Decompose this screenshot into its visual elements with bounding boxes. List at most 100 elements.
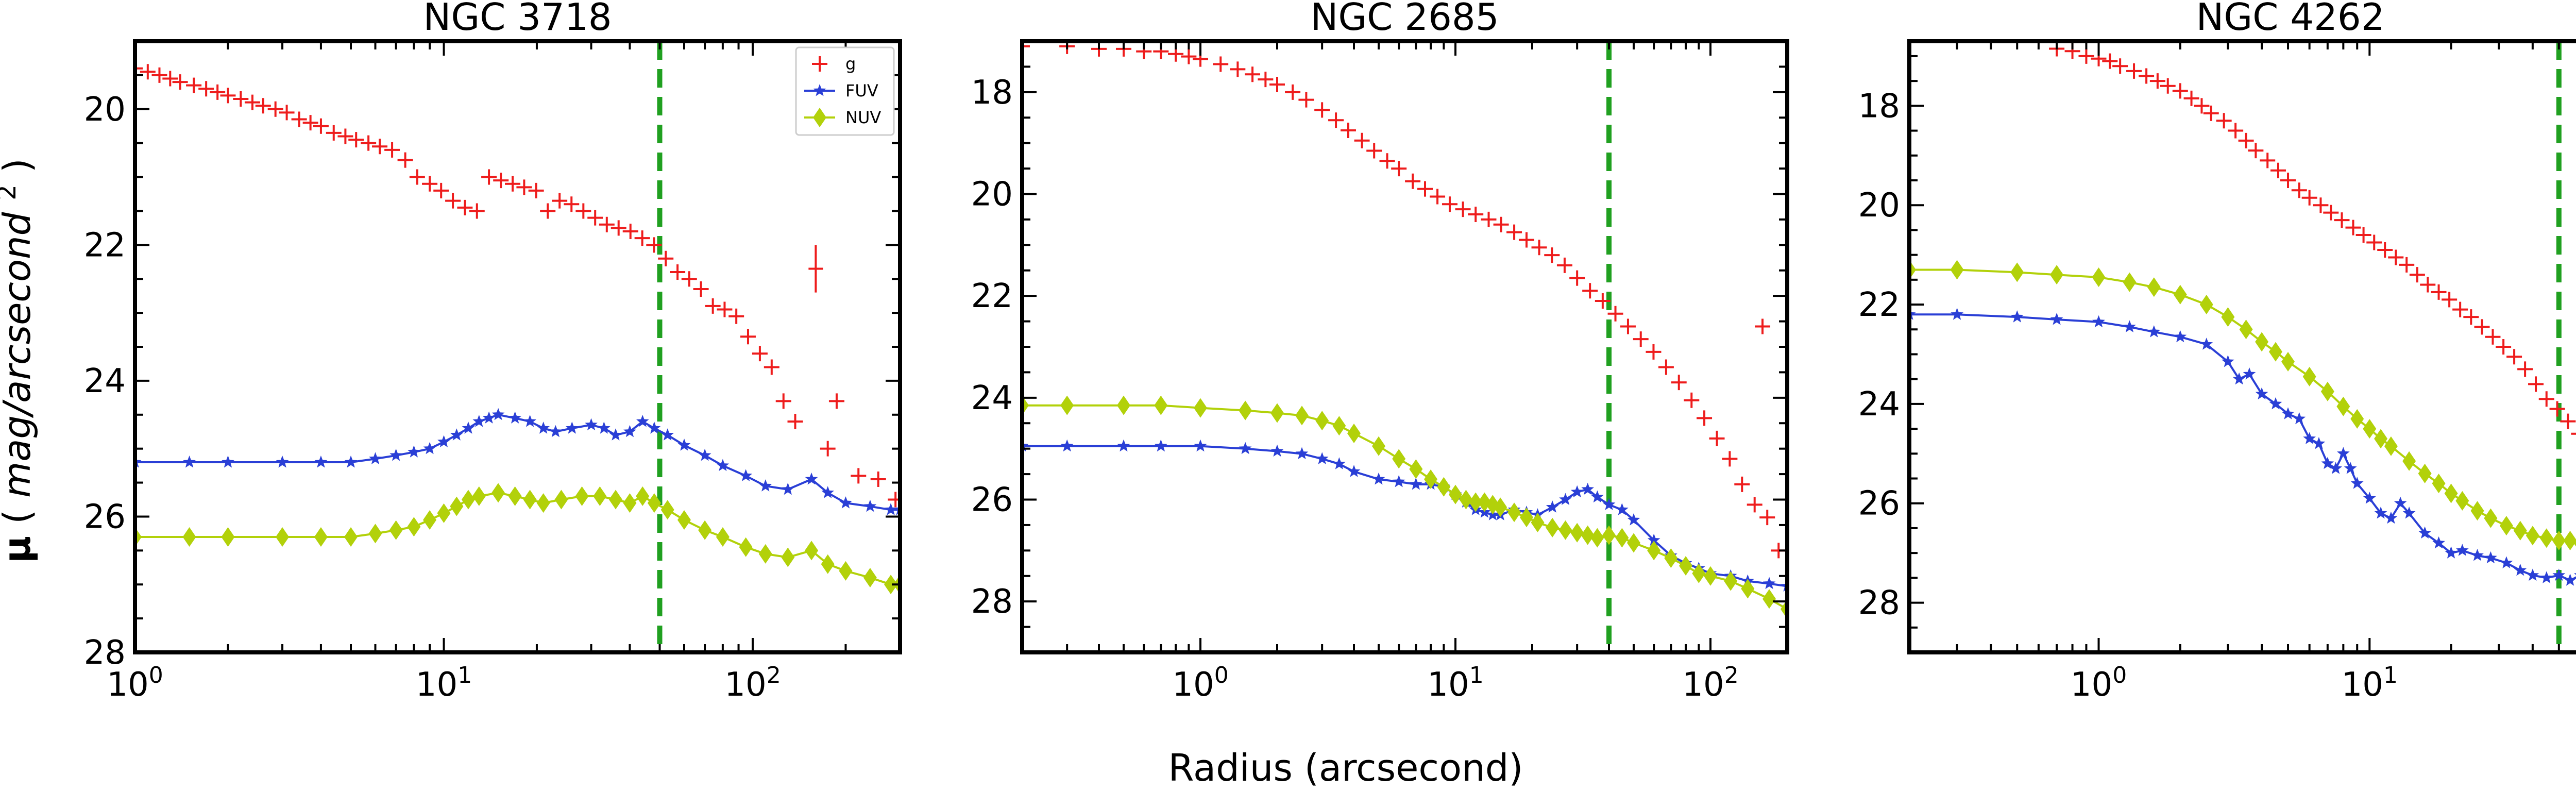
data-point <box>2280 172 2296 188</box>
data-point <box>162 71 178 87</box>
data-point <box>2255 387 2268 400</box>
data-point <box>1558 520 1572 540</box>
data-point <box>1507 502 1521 523</box>
plot-frame <box>1907 39 2576 654</box>
data-point <box>372 139 388 155</box>
data-point <box>634 230 650 246</box>
data-point <box>2540 571 2553 583</box>
data-point <box>764 359 779 375</box>
data-point <box>2194 98 2210 114</box>
data-point <box>870 471 886 487</box>
data-point <box>739 537 753 557</box>
x-tick-label: 101 <box>2342 662 2398 704</box>
y-tick-label: 26 <box>1858 485 1900 523</box>
data-point <box>276 456 289 468</box>
data-point <box>2374 507 2387 519</box>
data-point <box>851 468 867 484</box>
data-point <box>1755 318 1771 334</box>
x-tick-label: 100 <box>107 662 163 704</box>
data-point <box>314 527 328 547</box>
data-point <box>1697 410 1713 426</box>
data-point <box>2500 556 2513 568</box>
data-point <box>2564 574 2576 586</box>
data-point <box>647 493 661 513</box>
data-point <box>2574 573 2576 575</box>
data-point <box>636 486 650 506</box>
data-point <box>1392 449 1406 469</box>
data-point <box>422 176 438 192</box>
data-point <box>1762 589 1776 609</box>
series-NUV <box>135 483 900 595</box>
data-point <box>221 527 235 547</box>
data-point <box>2321 457 2334 469</box>
data-point <box>2173 284 2187 305</box>
data-point <box>1556 257 1572 273</box>
data-point <box>2239 319 2253 340</box>
data-point <box>884 575 898 595</box>
data-point <box>2160 78 2176 94</box>
data-point <box>1519 508 1533 528</box>
data-point <box>461 490 475 510</box>
data-point <box>1569 270 1585 286</box>
data-point <box>2484 508 2498 528</box>
data-point <box>1239 400 1252 420</box>
data-point <box>2463 309 2479 325</box>
data-point <box>2336 396 2350 416</box>
data-point <box>1531 240 1547 256</box>
data-point <box>2232 372 2246 385</box>
data-point <box>1379 153 1395 169</box>
data-point <box>348 132 364 148</box>
data-point <box>863 568 877 588</box>
data-point <box>1647 533 1660 546</box>
data-point <box>2420 277 2436 293</box>
data-point <box>2123 272 2137 292</box>
data-point <box>759 479 772 492</box>
series-g <box>1022 41 1787 559</box>
data-point <box>716 527 730 547</box>
series-NUV <box>1909 260 2576 551</box>
data-point <box>1430 189 1446 205</box>
data-point <box>1607 306 1623 322</box>
y-tick-label: 24 <box>1858 385 1900 424</box>
data-point <box>623 493 637 513</box>
data-point <box>2418 526 2431 539</box>
data-point <box>2238 132 2254 148</box>
data-point <box>1709 430 1725 446</box>
data-point <box>2092 315 2105 328</box>
data-point <box>2010 310 2024 323</box>
data-point <box>1409 477 1422 490</box>
data-point <box>805 541 819 561</box>
data-point <box>1154 439 1167 452</box>
data-point <box>1116 395 1130 415</box>
data-point <box>623 425 636 437</box>
data-point <box>2549 401 2565 417</box>
data-point <box>2388 249 2404 265</box>
data-point <box>472 486 486 506</box>
data-point <box>220 88 236 104</box>
data-point <box>2452 301 2468 317</box>
data-point <box>1194 439 1207 452</box>
y-tick-label: 22 <box>971 277 1013 315</box>
data-point <box>2377 242 2393 258</box>
data-point <box>2506 349 2522 365</box>
data-point <box>1762 577 1776 590</box>
data-point <box>222 456 234 468</box>
data-point <box>648 422 661 434</box>
data-point <box>1442 196 1458 212</box>
data-point <box>437 435 450 447</box>
series-line <box>1909 313 2576 582</box>
data-point <box>409 169 425 185</box>
data-point <box>717 301 733 317</box>
data-point <box>2149 73 2165 89</box>
data-point <box>1531 512 1545 532</box>
data-point <box>2366 234 2382 250</box>
ticks <box>1908 41 2560 653</box>
data-point <box>1722 451 1738 467</box>
data-point <box>716 459 730 472</box>
data-point <box>384 142 400 158</box>
data-point <box>636 415 649 427</box>
data-point <box>1258 72 1274 88</box>
data-point <box>2260 153 2276 169</box>
data-point <box>183 456 196 468</box>
